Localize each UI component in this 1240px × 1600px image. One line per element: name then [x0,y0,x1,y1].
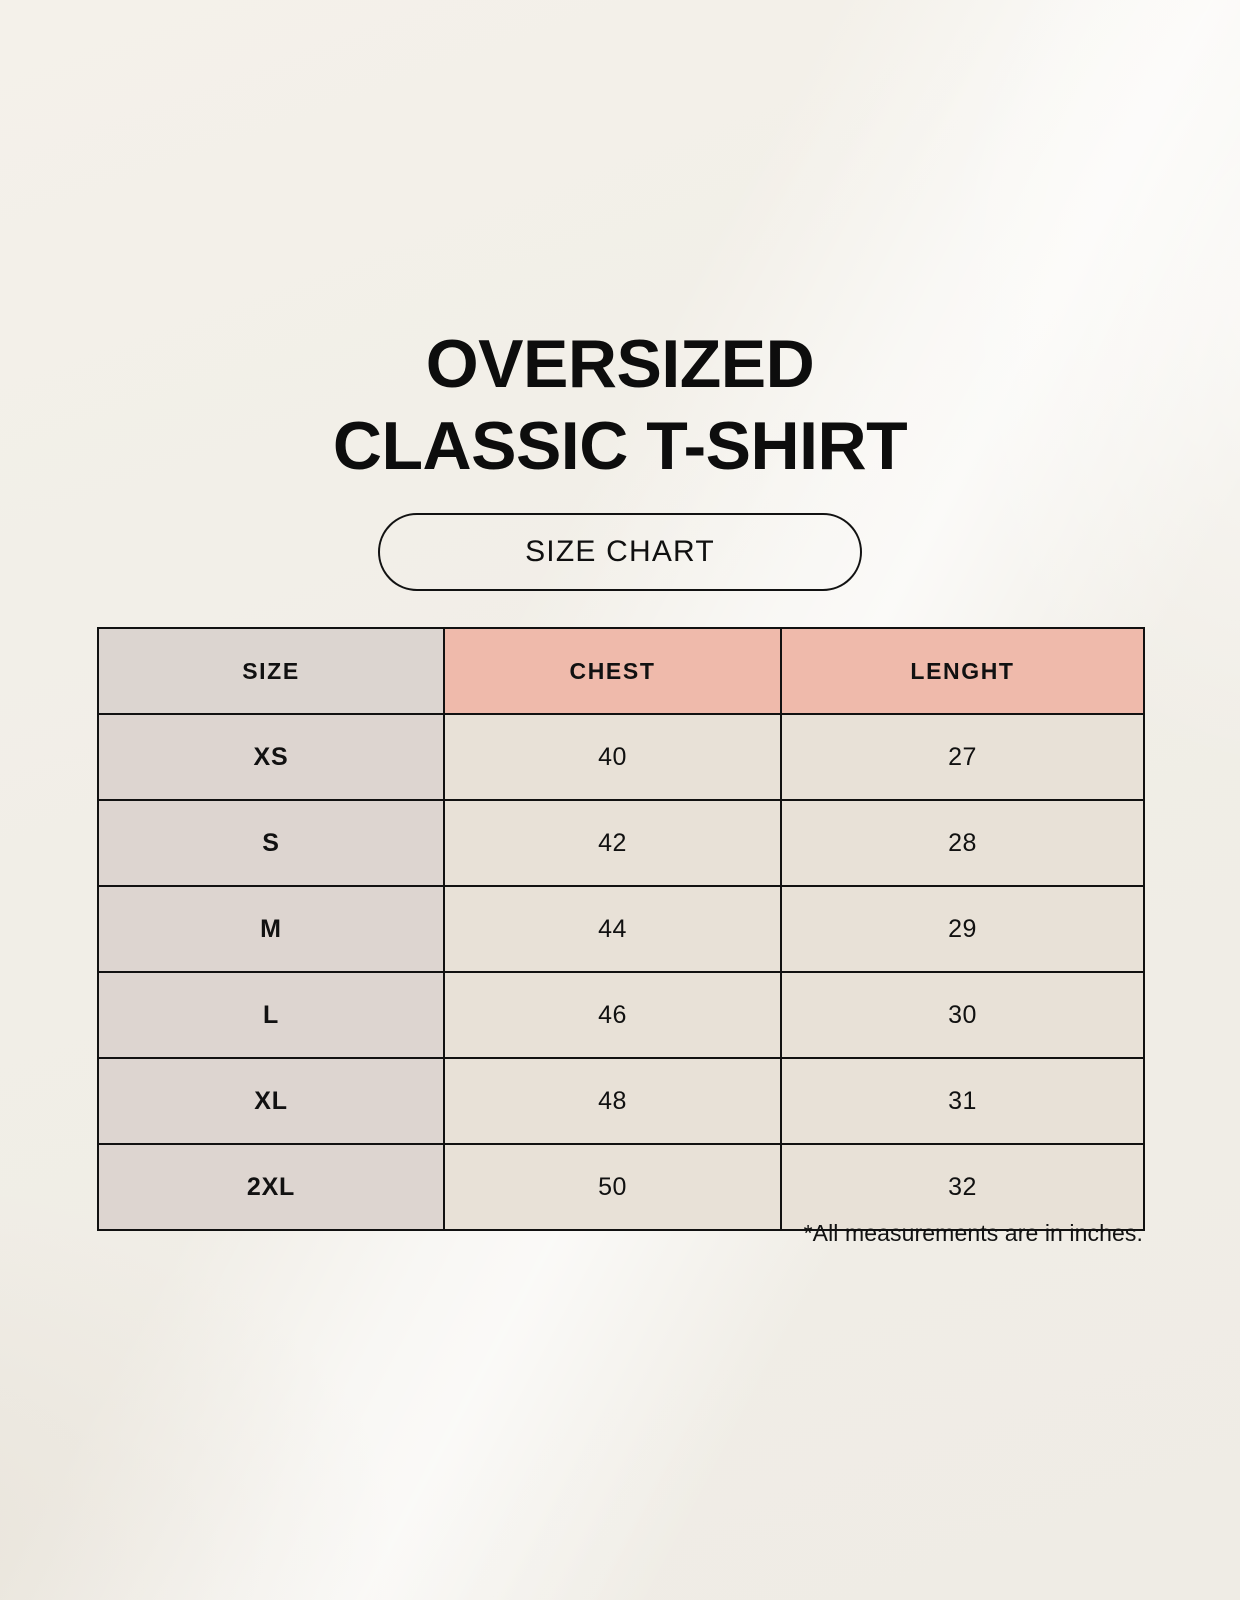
column-header-size: SIZE [97,627,445,715]
cell-chest: 50 [443,1143,782,1231]
cell-length: 27 [780,713,1145,801]
cell-chest: 40 [443,713,782,801]
table-row: L 46 30 [97,971,1145,1059]
size-chart-pill-container: SIZE CHART [0,513,1240,591]
cell-chest: 42 [443,799,782,887]
size-chart-table: SIZE CHEST LENGHT XS 40 27 S 42 28 M [97,627,1145,1231]
cell-length: 31 [780,1057,1145,1145]
cell-size: 2XL [97,1143,445,1231]
cell-length: 32 [780,1143,1145,1231]
cell-size: M [97,885,445,973]
size-chart-button[interactable]: SIZE CHART [378,513,862,591]
page-title: OVERSIZED CLASSIC T-SHIRT [0,330,1240,480]
column-header-length: LENGHT [780,627,1145,715]
cell-size: XS [97,713,445,801]
table-header-row: SIZE CHEST LENGHT [97,627,1145,715]
cell-size: XL [97,1057,445,1145]
cell-chest: 48 [443,1057,782,1145]
table-row: S 42 28 [97,799,1145,887]
cell-chest: 44 [443,885,782,973]
measurement-units-note: *All measurements are in inches. [803,1220,1143,1246]
title-line-2: CLASSIC T-SHIRT [332,408,908,484]
cell-length: 28 [780,799,1145,887]
table-row: XL 48 31 [97,1057,1145,1145]
cell-size: L [97,971,445,1059]
size-chart-table-container: SIZE CHEST LENGHT XS 40 27 S 42 28 M [97,627,1145,1231]
table-body: XS 40 27 S 42 28 M 44 29 L 46 30 [97,713,1145,1231]
table-row: 2XL 50 32 [97,1143,1145,1231]
cell-size: S [97,799,445,887]
cell-length: 29 [780,885,1145,973]
cell-length: 30 [780,971,1145,1059]
title-line-1: OVERSIZED [425,326,815,402]
column-header-chest: CHEST [443,627,782,715]
table-row: XS 40 27 [97,713,1145,801]
table-header: SIZE CHEST LENGHT [97,627,1145,715]
cell-chest: 46 [443,971,782,1059]
table-row: M 44 29 [97,885,1145,973]
